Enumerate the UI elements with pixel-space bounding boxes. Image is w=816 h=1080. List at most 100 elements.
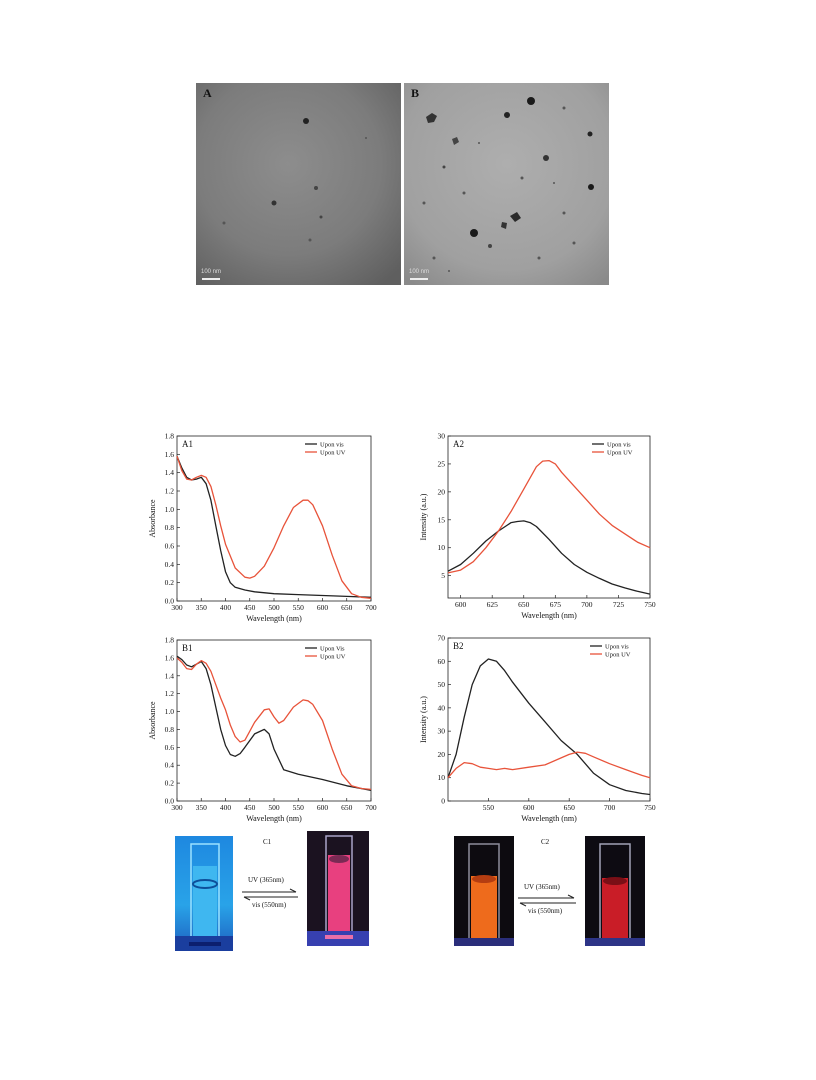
plot-a2-svg: 600 625 650 675 700 725 750 5 10 15 20 25 30 Waveleng… (419, 432, 656, 621)
panel-label: A1 (182, 439, 193, 449)
y-tick-label: 1.4 (165, 671, 175, 680)
y-tick-label: 0.6 (165, 743, 175, 752)
plot-frame (176, 435, 372, 602)
y-tick-label: 30 (438, 727, 446, 736)
y-tick-label: 15 (438, 515, 446, 524)
legend-label-1: Upon UV (320, 654, 346, 661)
y-tick-label: 30 (438, 432, 446, 441)
x-tick-label: 300 (171, 803, 183, 812)
x-tick-label: 675 (550, 600, 562, 609)
x-axis-label: Wavelength (nm) (246, 614, 302, 623)
x-tick-label: 750 (644, 600, 656, 609)
y-tick-label: 20 (438, 750, 446, 759)
reversible-arrows-c2 (518, 894, 576, 907)
x-tick-label: 650 (518, 600, 530, 609)
plot-b1: 300 350 400 450 500 550 600 650 700 0.0 0.2 0.4 0.6 0… (135, 630, 380, 835)
x-tick-label: 550 (293, 603, 305, 612)
y-tick-label: 60 (438, 657, 446, 666)
y-tick-label: 0.0 (165, 797, 175, 806)
plot-a1: 300 350 400 450 500 550 600 650 700 0.0 0.2 0.4 0.6 0… (135, 428, 380, 633)
x-axis-label: Wavelength (nm) (246, 814, 302, 823)
scale-bar-label-a: 100 nm (201, 269, 222, 275)
c2-reverse-label: vis (550nm) (528, 907, 563, 915)
y-tick-label: 20 (438, 487, 446, 496)
cuvette-pink-graphic (307, 831, 369, 946)
x-tick-label: 550 (483, 803, 495, 812)
legend-label-0: Upon Vis (320, 646, 345, 653)
x-tick-label: 725 (613, 600, 625, 609)
x-tick-label: 550 (293, 803, 305, 812)
y-tick-label: 50 (438, 680, 446, 689)
y-tick-label: 0.2 (165, 779, 175, 788)
cuvette-red-graphic (585, 836, 645, 946)
series-line-0 (176, 655, 372, 791)
x-tick-label: 650 (341, 603, 353, 612)
y-axis-label: Intensity (a.u.) (419, 493, 428, 540)
y-tick-label: 10 (438, 543, 446, 552)
y-tick-label: 0.6 (165, 542, 175, 551)
y-axis-label: Absorbance (148, 499, 157, 538)
x-tick-label: 600 (455, 600, 467, 609)
x-tick-label: 600 (317, 603, 329, 612)
plot-b2-svg: 550 600 650 700 750 0 10 20 30 40 50 60 70 Wavelength… (419, 634, 656, 824)
y-tick-label: 0.4 (165, 560, 175, 569)
y-axis-label: Intensity (a.u.) (419, 696, 428, 743)
series-line-1 (176, 455, 372, 599)
legend-label-0: Upon vis (320, 442, 344, 449)
y-tick-label: 1.2 (165, 689, 175, 698)
y-tick-label: 1.4 (165, 468, 175, 477)
x-tick-label: 450 (244, 803, 256, 812)
panel-label-b: B (411, 86, 420, 100)
panel-label-c2: C2 (541, 838, 550, 846)
panel-label-a: A (203, 86, 212, 100)
y-tick-label: 1.2 (165, 487, 175, 496)
c1-forward-label: UV (365nm) (248, 876, 284, 884)
x-tick-label: 400 (220, 803, 232, 812)
legend-label-0: Upon vis (605, 644, 629, 651)
x-tick-label: 700 (604, 803, 616, 812)
x-tick-label: 300 (171, 603, 183, 612)
scale-bar-a (202, 278, 220, 280)
series-line-0 (447, 658, 651, 796)
plot-a2: 600 625 650 675 700 725 750 5 10 15 20 25 30 Waveleng… (410, 428, 660, 633)
plot-b2: 550 600 650 700 750 0 10 20 30 40 50 60 70 Wavelength… (410, 630, 660, 835)
c1-reverse-label: vis (550nm) (252, 901, 287, 909)
x-tick-label: 600 (317, 803, 329, 812)
series-line-1 (176, 657, 372, 791)
reversible-arrows-c1 (242, 888, 298, 901)
y-tick-label: 1.6 (165, 450, 175, 459)
panel-label: A2 (453, 439, 464, 449)
x-axis-label: Wavelength (nm) (521, 611, 577, 620)
cuvette-photo-c1-pink (307, 831, 369, 946)
tem-micrograph-a (196, 83, 401, 285)
x-tick-label: 350 (196, 603, 208, 612)
cuvette-photo-c1-blue (175, 836, 233, 951)
tem-image-b: B 100 nm (404, 83, 609, 285)
y-tick-label: 1.8 (165, 636, 175, 645)
x-tick-label: 450 (244, 603, 256, 612)
x-tick-label: 700 (581, 600, 593, 609)
y-axis-label: Absorbance (148, 701, 157, 740)
y-tick-label: 0.0 (165, 597, 175, 606)
plot-frame (447, 637, 651, 802)
tem-micrograph-b (404, 83, 609, 285)
x-tick-label: 350 (196, 803, 208, 812)
legend-label-1: Upon UV (320, 450, 346, 457)
series-line-1 (447, 751, 651, 779)
y-tick-label: 0.8 (165, 725, 175, 734)
y-tick-label: 1.0 (165, 707, 175, 716)
panel-label: B2 (453, 641, 464, 651)
cuvette-blue-graphic (175, 836, 233, 951)
y-tick-label: 10 (438, 773, 446, 782)
x-tick-label: 600 (523, 803, 535, 812)
scale-bar-b (410, 278, 428, 280)
x-tick-label: 650 (564, 803, 576, 812)
x-tick-label: 750 (644, 803, 656, 812)
legend-label-1: Upon UV (607, 450, 633, 457)
y-tick-label: 0.4 (165, 761, 175, 770)
c2-forward-label: UV (365nm) (524, 883, 560, 891)
y-tick-label: 1.0 (165, 505, 175, 514)
tem-image-a: A 100 nm (196, 83, 401, 285)
x-tick-label: 650 (341, 803, 353, 812)
series-line-0 (447, 520, 651, 595)
